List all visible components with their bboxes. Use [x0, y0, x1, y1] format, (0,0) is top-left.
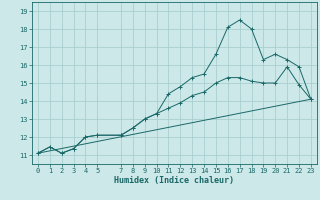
X-axis label: Humidex (Indice chaleur): Humidex (Indice chaleur) [115, 176, 234, 185]
